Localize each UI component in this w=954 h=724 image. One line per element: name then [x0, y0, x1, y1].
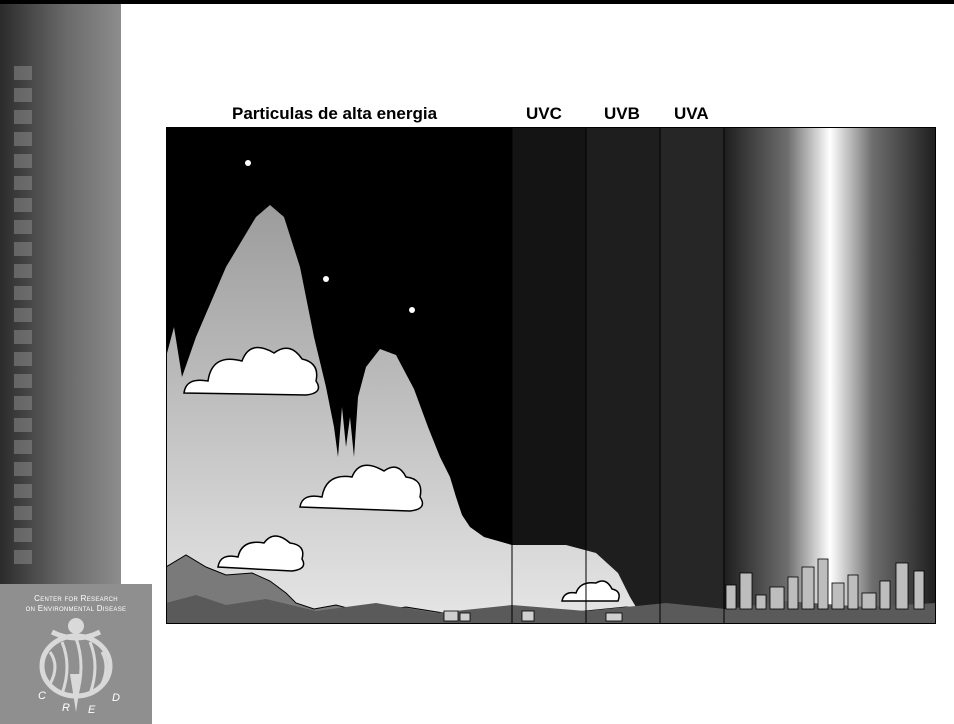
band-label-uva: UVA [674, 104, 709, 123]
band-label-particles: Particulas de alta energia [232, 104, 438, 123]
band-label-uvc: UVC [526, 104, 562, 123]
logo-letter-d: D [112, 692, 120, 704]
star-icons [245, 160, 415, 313]
top-border-line [0, 0, 954, 4]
band-divider-lines [511, 127, 725, 624]
uva-band-shade [660, 127, 724, 624]
dna-emblem-icon [39, 618, 113, 712]
band-label-uvb: UVB [604, 104, 640, 123]
atmosphere-penetration-diagram [166, 127, 936, 624]
atmosphere-profile [166, 205, 636, 624]
logo-letter-r: R [62, 702, 70, 714]
village-buildings [443, 610, 623, 622]
film-strip-decoration [14, 66, 32, 564]
logo-letter-c: C [38, 690, 46, 702]
city-skyline [725, 558, 925, 610]
scene-frame [166, 127, 936, 624]
visible-light-beam [724, 127, 936, 624]
uvc-band-shade [512, 127, 586, 624]
cred-logo: Center for Research on Environmental Dis… [0, 584, 152, 724]
logo-line-2: on Environmental Disease [25, 604, 127, 613]
logo-line-1: Center for Research [34, 594, 118, 603]
ground-shrubs [166, 595, 936, 624]
cloud-icons [183, 346, 620, 602]
uvb-band-shade [586, 127, 660, 624]
logo-letter-e: E [88, 704, 96, 716]
